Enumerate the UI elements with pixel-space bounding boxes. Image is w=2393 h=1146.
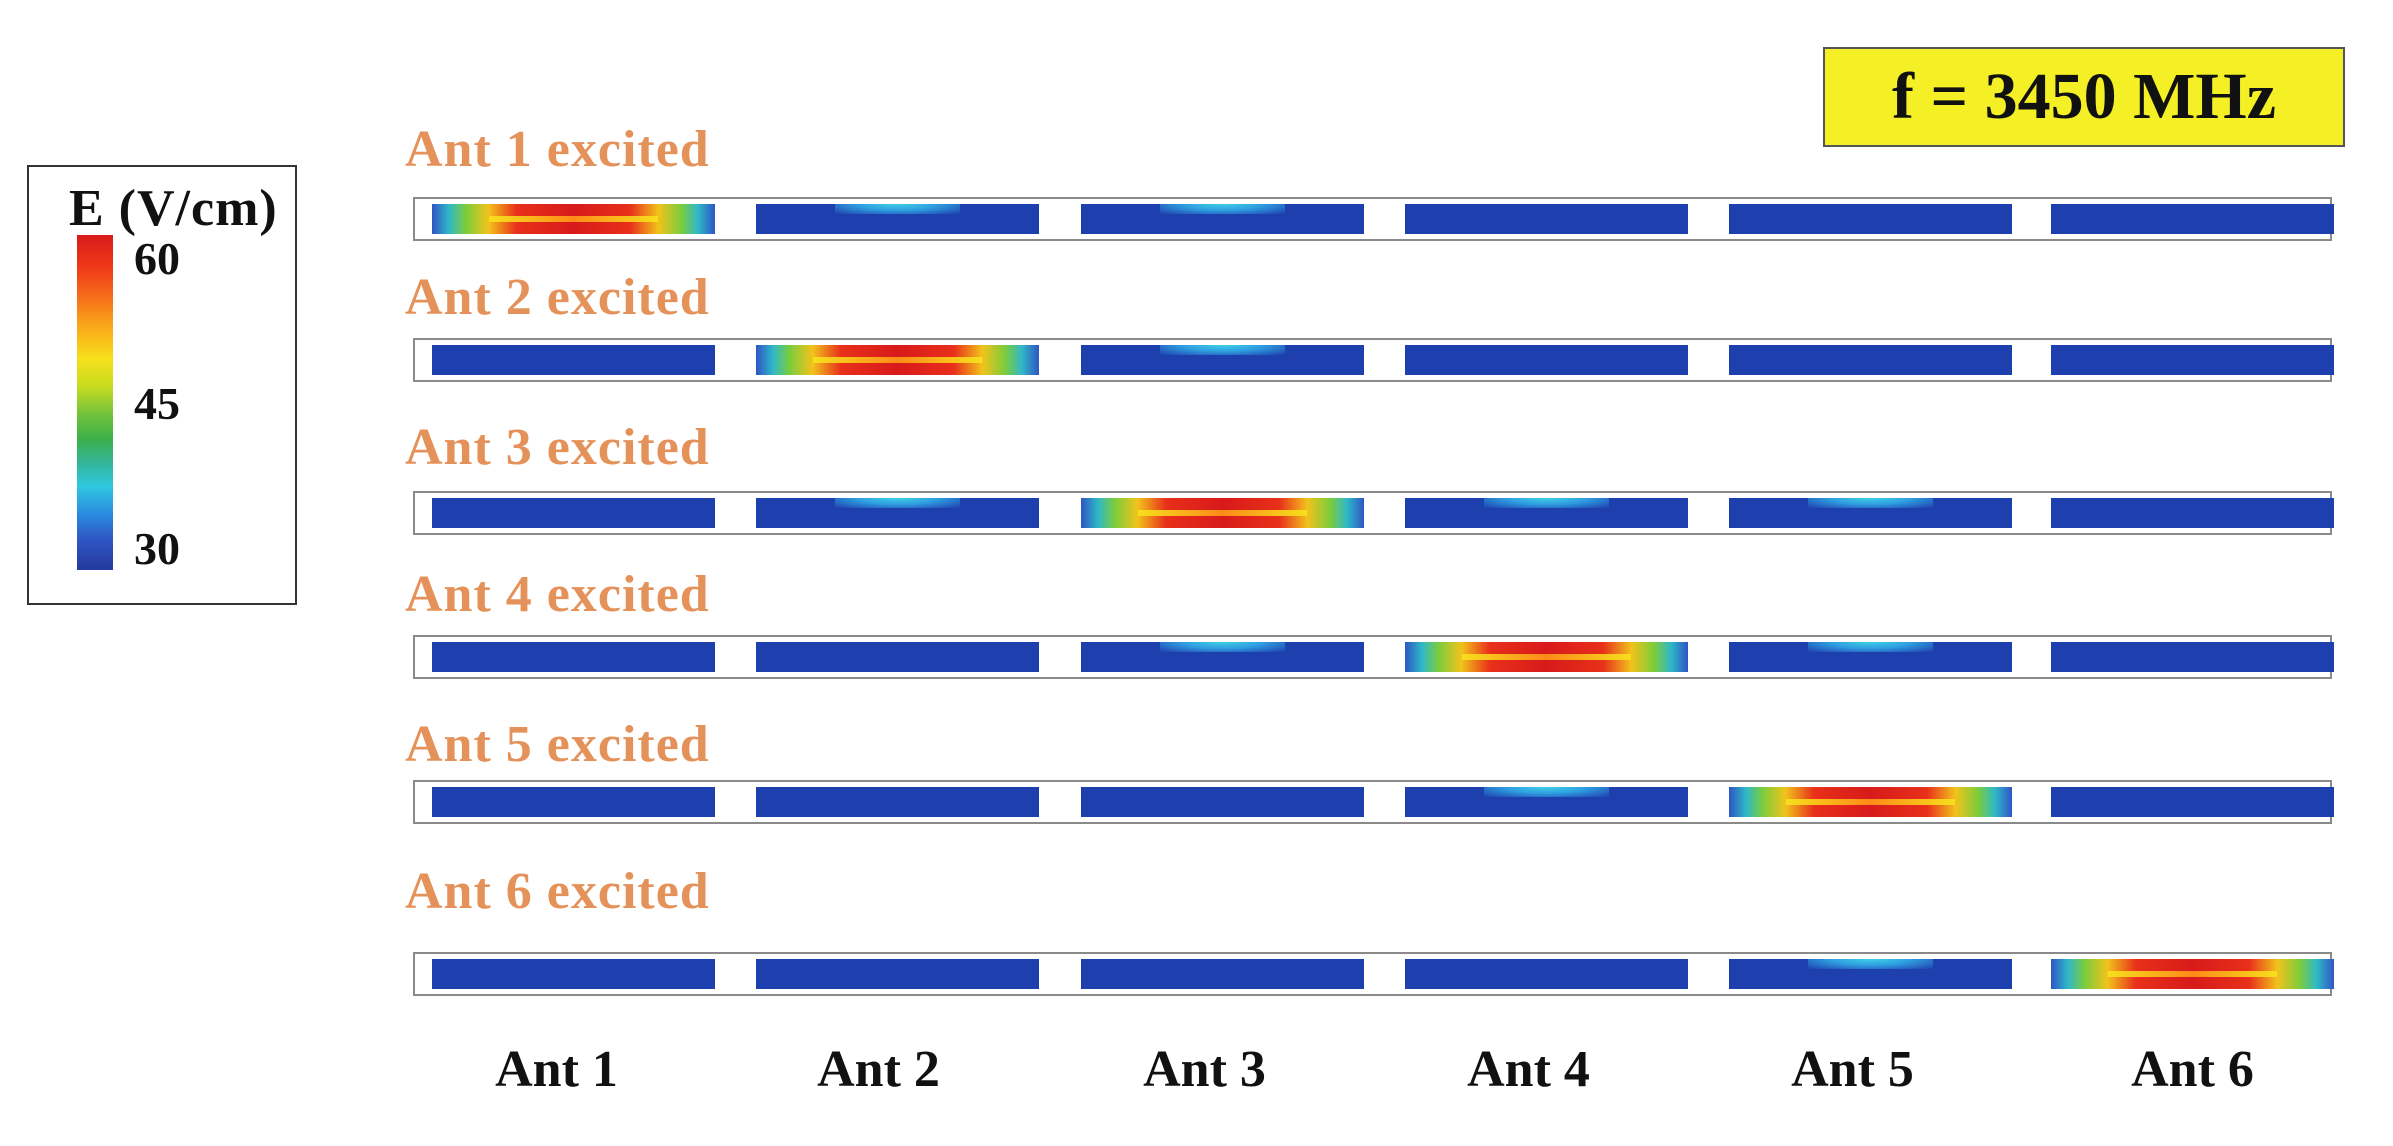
field-panel-ant-1 <box>432 498 715 528</box>
field-panel-ant-3 <box>1081 642 1364 672</box>
field-panel-ant-2 <box>756 642 1039 672</box>
field-strip-ant-3-excited <box>413 491 2334 535</box>
frequency-label: f = 3450 MHz <box>1823 47 2345 147</box>
row-label-ant-3: Ant 3 excited <box>405 419 710 476</box>
row-label-ant-6: Ant 6 excited <box>405 863 710 920</box>
field-panel-ant-5 <box>1729 787 2012 817</box>
field-panel-ant-6 <box>2051 204 2334 234</box>
column-label-ant-4: Ant 4 <box>1467 1041 1590 1098</box>
field-panel-ant-6 <box>2051 498 2334 528</box>
field-panel-ant-3 <box>1081 498 1364 528</box>
field-panel-ant-5 <box>1729 345 2012 375</box>
field-strip-ant-5-excited <box>413 780 2334 824</box>
field-panel-ant-3 <box>1081 787 1364 817</box>
legend-min: 30 <box>134 523 180 574</box>
field-panel-ant-4 <box>1405 642 1688 672</box>
field-panel-ant-6 <box>2051 959 2334 989</box>
field-panel-ant-4 <box>1405 787 1688 817</box>
row-label-ant-2: Ant 2 excited <box>405 269 710 326</box>
field-panel-ant-5 <box>1729 959 2012 989</box>
field-panel-ant-3 <box>1081 345 1364 375</box>
field-panel-ant-1 <box>432 204 715 234</box>
row-label-ant-1: Ant 1 excited <box>405 121 710 178</box>
field-panel-ant-2 <box>756 959 1039 989</box>
field-panel-ant-2 <box>756 498 1039 528</box>
field-strip-ant-6-excited <box>413 952 2334 996</box>
field-panel-ant-1 <box>432 787 715 817</box>
column-label-ant-2: Ant 2 <box>817 1041 940 1098</box>
legend-max: 60 <box>134 233 180 284</box>
column-label-ant-6: Ant 6 <box>2131 1041 2254 1098</box>
legend-mid: 45 <box>134 378 180 429</box>
field-panel-ant-4 <box>1405 345 1688 375</box>
field-strip-ant-4-excited <box>413 635 2334 679</box>
field-panel-ant-2 <box>756 204 1039 234</box>
field-panel-ant-4 <box>1405 204 1688 234</box>
field-panel-ant-2 <box>756 787 1039 817</box>
column-label-ant-3: Ant 3 <box>1143 1041 1266 1098</box>
field-panel-ant-5 <box>1729 498 2012 528</box>
field-panel-ant-1 <box>432 642 715 672</box>
field-panel-ant-1 <box>432 345 715 375</box>
field-panel-ant-6 <box>2051 642 2334 672</box>
field-panel-ant-3 <box>1081 204 1364 234</box>
field-panel-ant-3 <box>1081 959 1364 989</box>
color-legend: E (V/cm) 60 45 30 <box>27 165 297 605</box>
field-strip-ant-2-excited <box>413 338 2334 382</box>
field-strip-ant-1-excited <box>413 197 2334 241</box>
column-label-ant-5: Ant 5 <box>1791 1041 1914 1098</box>
legend-color-bar <box>77 235 113 570</box>
row-label-ant-5: Ant 5 excited <box>405 716 710 773</box>
legend-title: E (V/cm) <box>69 180 278 237</box>
column-label-ant-1: Ant 1 <box>495 1041 618 1098</box>
field-panel-ant-4 <box>1405 959 1688 989</box>
field-panel-ant-6 <box>2051 787 2334 817</box>
field-panel-ant-4 <box>1405 498 1688 528</box>
field-panel-ant-5 <box>1729 204 2012 234</box>
field-panel-ant-6 <box>2051 345 2334 375</box>
row-label-ant-4: Ant 4 excited <box>405 566 710 623</box>
field-panel-ant-2 <box>756 345 1039 375</box>
field-panel-ant-1 <box>432 959 715 989</box>
field-panel-ant-5 <box>1729 642 2012 672</box>
